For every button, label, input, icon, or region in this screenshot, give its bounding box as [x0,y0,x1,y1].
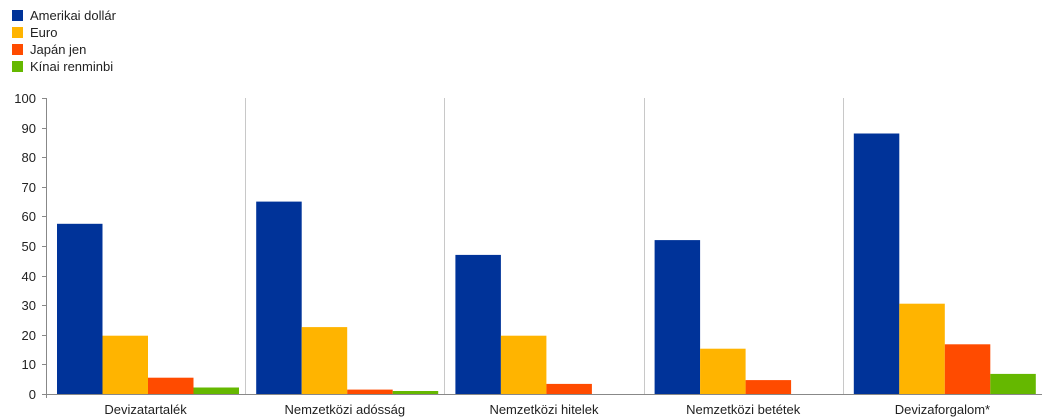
bar-2-2 [546,383,592,394]
y-tick-label-1: 10 [22,357,36,372]
bar-0-2 [148,377,194,394]
bar-1-2 [347,389,393,394]
y-tick-label-4: 40 [22,269,36,284]
bar-1-1 [301,327,348,394]
y-tick-label-10: 100 [14,91,36,106]
legend-swatch-0 [12,10,23,21]
legend-label-3: Kínai renminbi [30,59,113,74]
bar-1-3 [392,391,439,394]
x-category-label-1: Nemzetközi adósság [284,402,405,417]
y-axis-ticks: 0 10 20 30 40 50 60 70 80 90 100 [14,91,46,402]
y-tick-label-8: 80 [22,150,36,165]
legend-swatch-1 [12,27,23,38]
legend-swatch-3 [12,61,23,72]
bars [57,133,1036,394]
bar-4-0 [853,133,900,394]
category-separators [245,98,844,394]
y-tick-label-0: 0 [29,387,36,402]
bar-0-0 [57,223,103,394]
x-category-label-3: Nemzetközi betétek [686,402,801,417]
y-tick-label-5: 50 [22,239,36,254]
y-tick-label-9: 90 [22,121,36,136]
x-category-label-0: Devizatartalék [104,402,187,417]
legend-label-0: Amerikai dollár [30,8,117,23]
bar-4-1 [899,303,945,394]
y-tick-label-6: 60 [22,209,36,224]
bar-4-3 [990,373,1036,394]
axes [46,98,1042,398]
x-category-label-2: Nemzetközi hitelek [489,402,599,417]
legend-label-2: Japán jen [30,42,86,57]
bar-1-0 [256,201,302,394]
bar-3-2 [745,380,792,394]
x-axis-labels: Devizatartalék Nemzetközi adósság Nemzetkö… [104,402,990,417]
y-tick-label-3: 30 [22,298,36,313]
bar-0-3 [193,387,239,394]
bar-3-0 [654,240,701,394]
legend-label-1: Euro [30,25,57,40]
bar-4-2 [944,344,991,394]
y-tick-label-2: 20 [22,328,36,343]
bar-2-1 [500,335,547,394]
bar-0-1 [102,335,148,394]
bar-2-0 [455,254,501,394]
legend-swatch-2 [12,44,23,55]
x-category-label-4: Devizaforgalom* [895,402,990,417]
bar-3-1 [700,348,746,394]
y-tick-label-7: 70 [22,180,36,195]
legend: Amerikai dollár Euro Japán jen Kínai renmin… [12,8,117,74]
